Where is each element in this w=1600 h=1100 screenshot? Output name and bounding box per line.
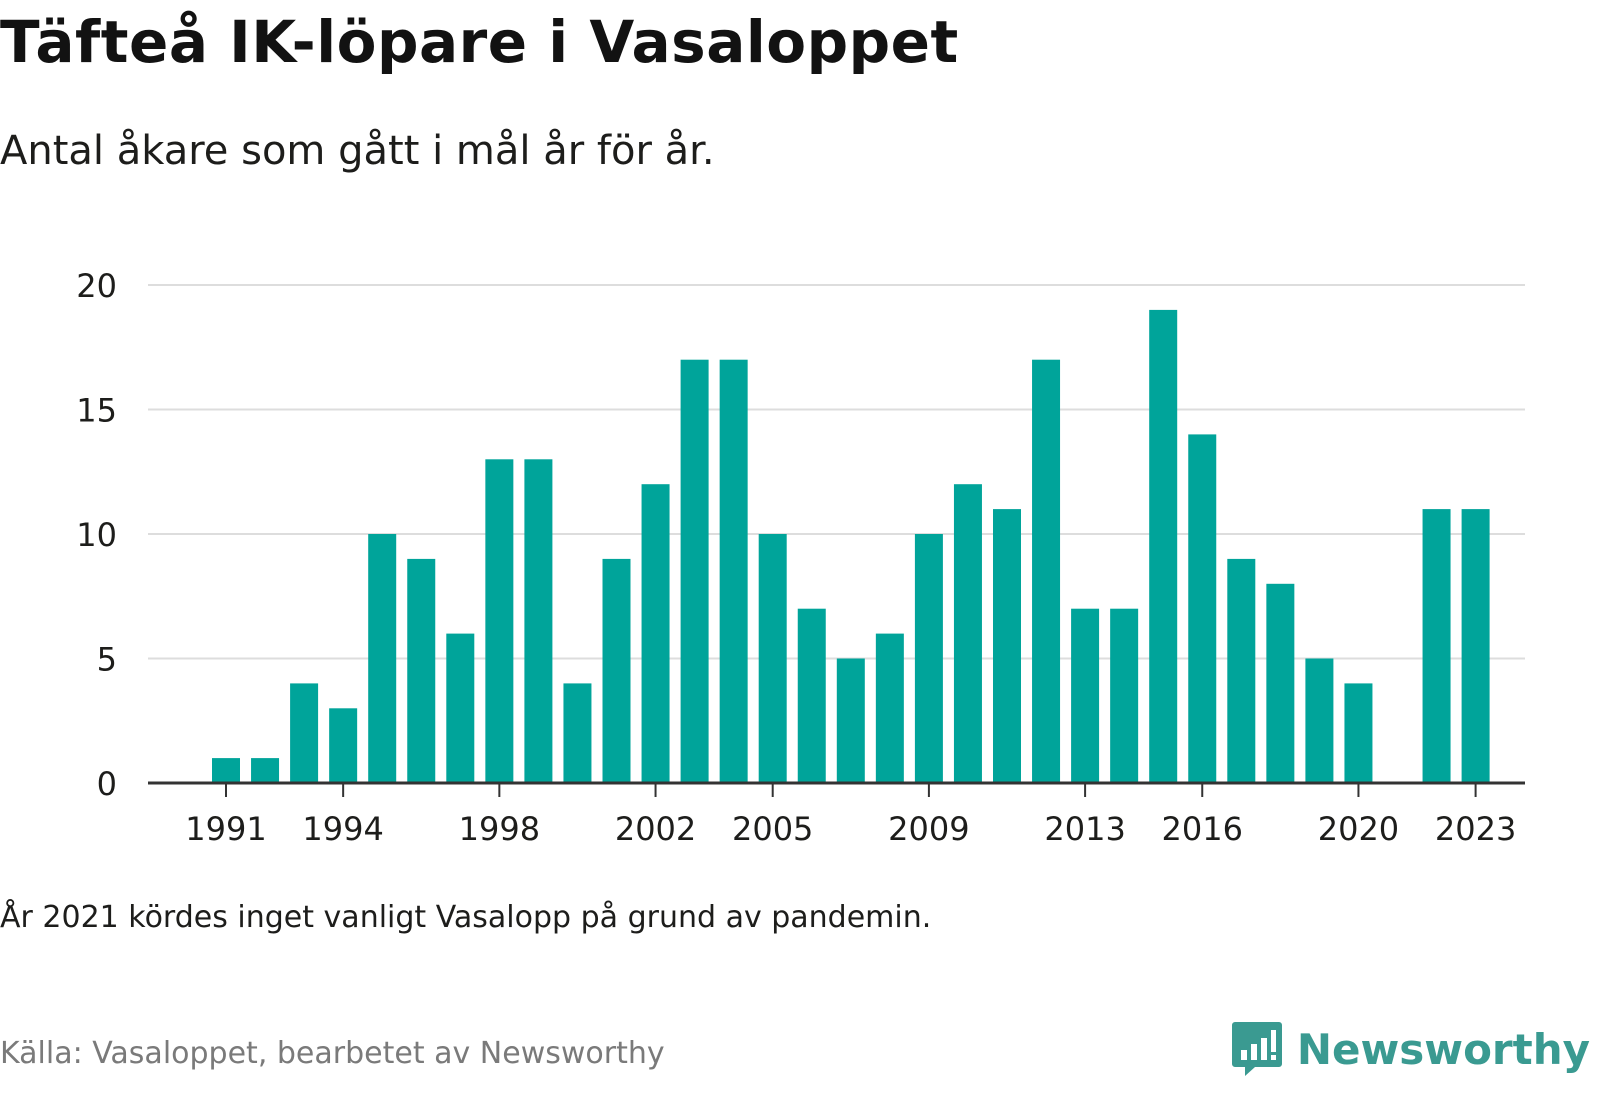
axes — [148, 781, 1525, 797]
source-credit: Källa: Vasaloppet, bearbetet av Newswort… — [0, 1036, 665, 1071]
bar-2020 — [1344, 683, 1373, 783]
y-tick-label: 15 — [76, 392, 117, 430]
bar-2005 — [758, 534, 787, 783]
x-tick-label: 2013 — [1044, 810, 1125, 848]
newsworthy-logo: Newsworthy — [1231, 1020, 1590, 1078]
bar-2023 — [1461, 509, 1490, 783]
bar-2000 — [563, 683, 592, 783]
bar-2004 — [719, 359, 748, 783]
bar-1995 — [368, 534, 397, 783]
gridlines — [148, 284, 1525, 660]
y-tick-label: 20 — [76, 267, 117, 305]
x-tick-label: 2020 — [1318, 810, 1399, 848]
bar-2014 — [1110, 608, 1139, 783]
bar-2012 — [1032, 359, 1061, 783]
bar-2013 — [1071, 608, 1100, 783]
bar-2006 — [797, 608, 826, 783]
y-tick-label: 10 — [76, 516, 117, 554]
x-tick-label: 2023 — [1435, 810, 1516, 848]
bar-2017 — [1227, 558, 1256, 783]
bar-2011 — [993, 509, 1021, 783]
bar-1996 — [407, 558, 436, 783]
newsworthy-chat-bars-icon — [1231, 1022, 1282, 1076]
bar-1993 — [290, 683, 319, 783]
bars — [212, 309, 1490, 783]
x-tick-label: 2009 — [888, 810, 969, 848]
x-tick-label: 2002 — [615, 810, 696, 848]
y-tick-label: 5 — [97, 641, 117, 679]
bar-1998 — [485, 459, 514, 783]
bar-2002 — [641, 484, 670, 783]
bar-2003 — [680, 359, 709, 783]
bar-2015 — [1149, 309, 1178, 783]
chart-footnote: År 2021 kördes inget vanligt Vasalopp på… — [0, 900, 932, 935]
bar-1999 — [524, 459, 553, 783]
bar-2022 — [1422, 509, 1451, 783]
bar-1991 — [212, 758, 240, 783]
bar-1994 — [329, 708, 358, 783]
x-tick-label: 1991 — [185, 810, 266, 848]
x-tick-label: 2005 — [732, 810, 813, 848]
x-tick-label: 1998 — [459, 810, 540, 848]
x-tick-label: 1994 — [302, 810, 383, 848]
logo-text: Newsworthy — [1296, 1024, 1590, 1074]
bar-2007 — [836, 658, 865, 783]
x-tick-label: 2016 — [1162, 810, 1243, 848]
bar-2018 — [1266, 583, 1295, 783]
bar-2009 — [914, 534, 943, 783]
bar-2001 — [602, 558, 631, 783]
y-tick-label: 0 — [97, 765, 117, 803]
bar-1992 — [251, 758, 280, 783]
chart-subtitle: Antal åkare som gått i mål år för år. — [0, 128, 715, 174]
bar-2010 — [953, 484, 982, 783]
chart-title: Täfteå IK-löpare i Vasaloppet — [0, 8, 959, 76]
bar-2016 — [1188, 434, 1217, 783]
bar-2019 — [1305, 658, 1334, 783]
tick-labels: 0 5 10 15 20 1991 1994 1998 2002 2005 2009 2013 2016… — [76, 267, 1516, 848]
bar-1997 — [446, 633, 475, 783]
bar-2008 — [875, 633, 904, 783]
bar-chart: 0 5 10 15 20 1991 1994 1998 2002 2005 2009 2013 2016… — [76, 267, 1525, 848]
